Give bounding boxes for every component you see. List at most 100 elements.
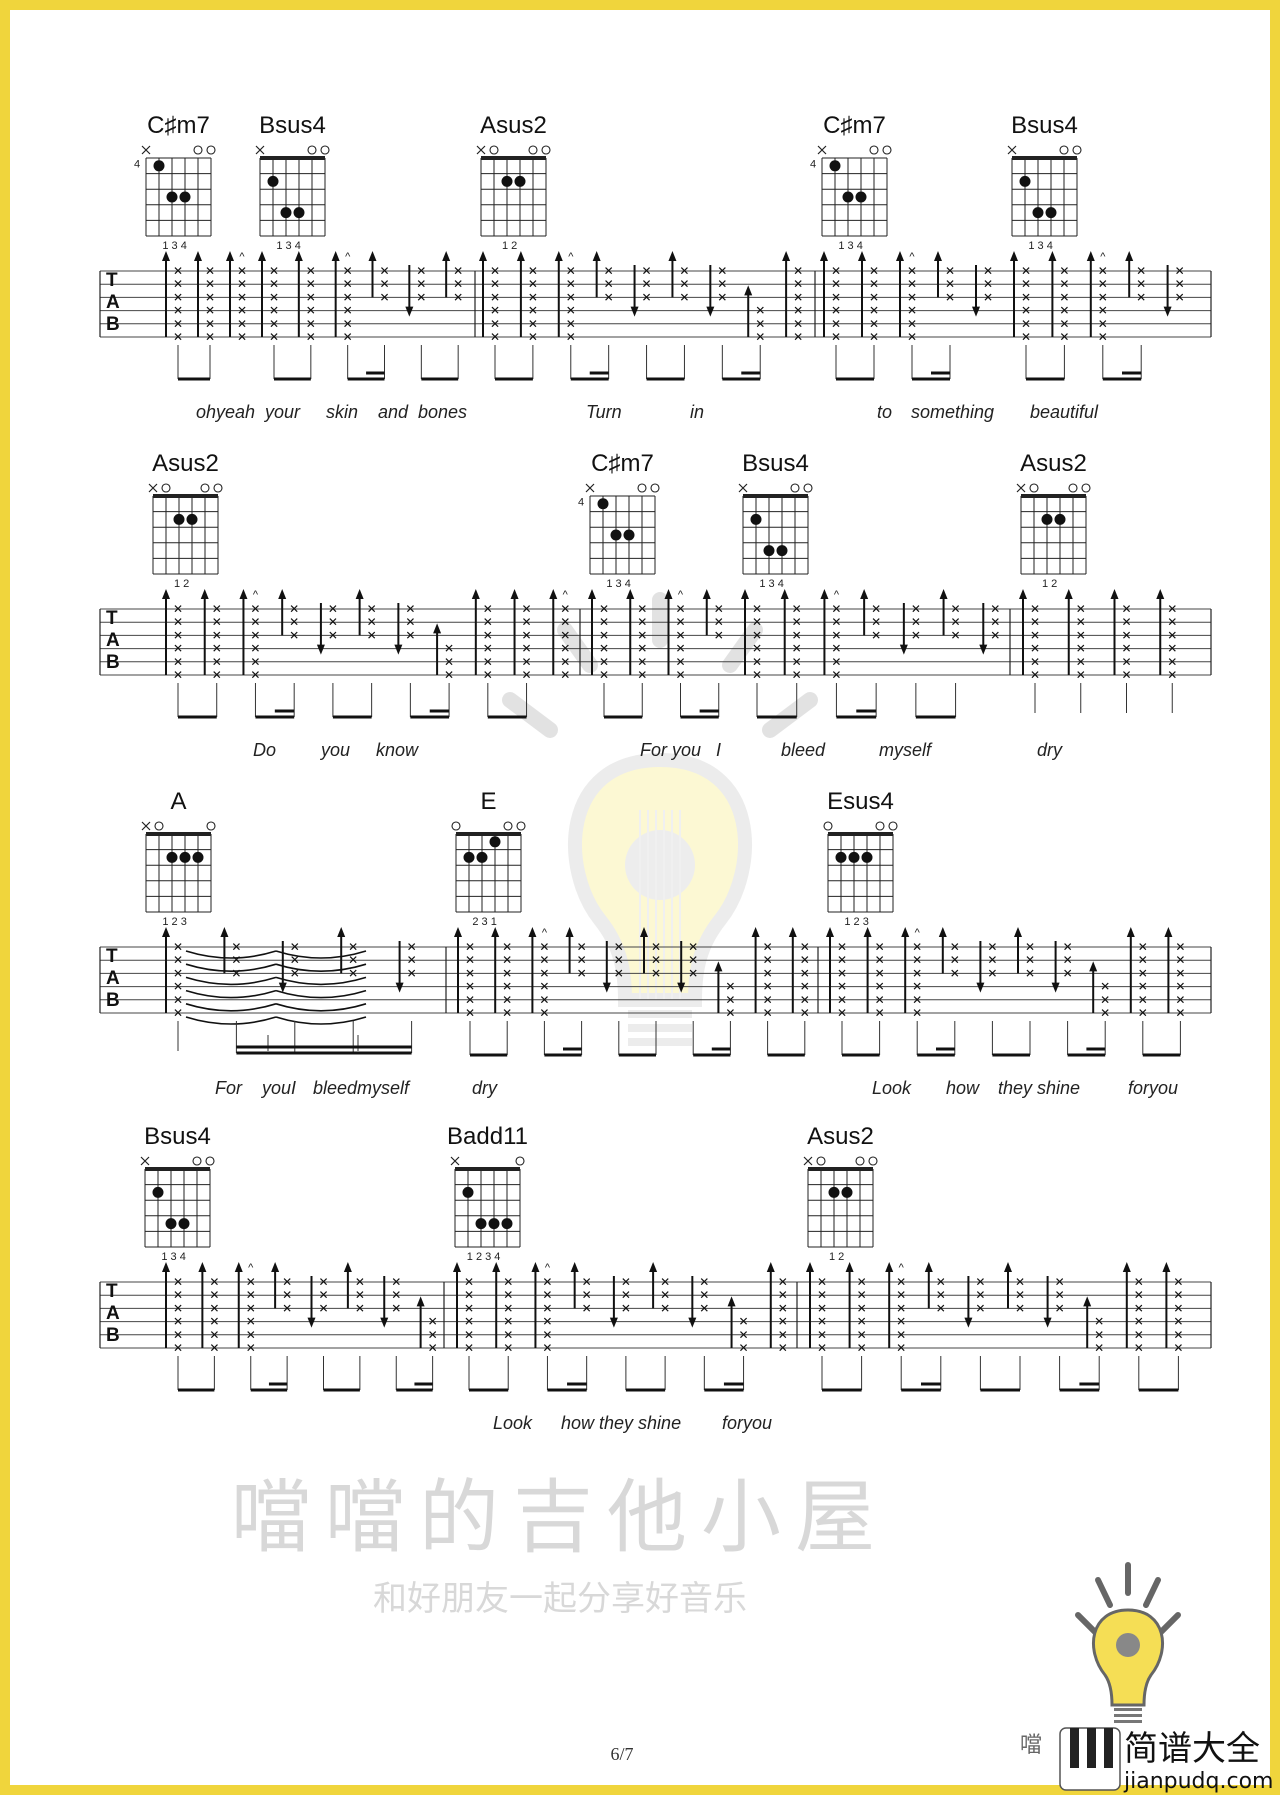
muted-x-note: ✕ xyxy=(792,602,802,616)
muted-x-note: ✕ xyxy=(250,642,260,656)
chord-name: A xyxy=(170,788,186,815)
muted-x-note: ✕ xyxy=(1021,317,1031,331)
muted-x-note: ✕ xyxy=(282,1301,292,1315)
muted-x-note: ✕ xyxy=(875,966,885,980)
arrow-head-icon xyxy=(337,927,346,937)
muted-x-note: ✕ xyxy=(831,317,841,331)
strum-event: ✕✕✕✕✕✕ xyxy=(1064,589,1086,682)
strum-event: ✕✕✕✕✕✕^ xyxy=(226,251,247,344)
muted-x-note: ✕ xyxy=(1059,264,1069,278)
arrow-head-icon xyxy=(1089,961,1098,972)
chord-diagram-esus4: Esus4 1 2 3 xyxy=(823,788,898,928)
lyric-word: foryou xyxy=(1128,1078,1178,1098)
lyric-word: know xyxy=(376,740,419,760)
fret-number: 4 xyxy=(578,496,584,508)
muted-x-note: ✕ xyxy=(778,1341,788,1355)
finger-numbers: 1 2 3 4 xyxy=(467,1251,501,1263)
accent-mark: ^ xyxy=(563,589,569,601)
arrow-head-icon xyxy=(549,589,558,599)
arrow-head-icon xyxy=(570,1262,579,1272)
arrow-head-icon xyxy=(782,251,791,261)
muted-x-note: ✕ xyxy=(502,980,512,994)
muted-x-note: ✕ xyxy=(173,668,183,682)
muted-x-note: ✕ xyxy=(539,980,549,994)
watermark-subtitle: 和好朋友一起分享好音乐 xyxy=(373,1579,747,1619)
arrow-head-icon xyxy=(938,927,947,937)
strum-event: ✕✕✕ xyxy=(442,251,463,304)
muted-x-note: ✕ xyxy=(911,615,921,629)
arrow-head-icon xyxy=(198,1262,207,1272)
arrow-head-icon xyxy=(1126,927,1135,937)
muted-x-note: ✕ xyxy=(528,317,538,331)
muted-x-note: ✕ xyxy=(522,642,532,656)
muted-string-icon xyxy=(817,145,827,155)
muted-x-note: ✕ xyxy=(209,1315,219,1329)
muted-x-note: ✕ xyxy=(763,1006,773,1020)
muted-x-note: ✕ xyxy=(1030,655,1040,669)
lyric-word: I xyxy=(716,740,721,760)
muted-x-note: ✕ xyxy=(950,966,960,980)
muted-x-note: ✕ xyxy=(763,966,773,980)
muted-x-note: ✕ xyxy=(951,602,961,616)
chord-name: Badd11 xyxy=(447,1123,528,1150)
strum-event: ✕✕✕✕✕✕ xyxy=(454,927,475,1020)
muted-x-note: ✕ xyxy=(246,1275,256,1289)
finger-dot xyxy=(623,529,635,541)
muted-x-note: ✕ xyxy=(542,1315,552,1329)
strum-event: ✕✕✕ xyxy=(1125,251,1146,304)
muted-x-note: ✕ xyxy=(857,1328,867,1342)
open-string-icon xyxy=(320,145,330,155)
open-string-icon xyxy=(489,145,499,155)
muted-x-note: ✕ xyxy=(465,1006,475,1020)
muted-x-note: ✕ xyxy=(542,1288,552,1302)
muted-x-note: ✕ xyxy=(951,615,961,629)
muted-x-note: ✕ xyxy=(348,940,358,954)
chord-name: Esus4 xyxy=(827,788,894,815)
strum-event: ✕✕✕✕✕✕ xyxy=(194,251,215,344)
muted-x-note: ✕ xyxy=(205,330,215,344)
muted-x-note: ✕ xyxy=(560,655,570,669)
logo-soundhole xyxy=(1116,1633,1140,1657)
muted-x-note: ✕ xyxy=(490,317,500,331)
arrow-head-icon xyxy=(626,589,635,599)
muted-x-note: ✕ xyxy=(869,290,879,304)
muted-x-note: ✕ xyxy=(209,1341,219,1355)
muted-x-note: ✕ xyxy=(1173,1341,1183,1355)
muted-x-note: ✕ xyxy=(464,1301,474,1315)
arrow-head-icon xyxy=(1043,1317,1052,1328)
arrow-head-icon xyxy=(741,589,749,599)
open-string-icon xyxy=(515,1156,525,1166)
muted-x-note: ✕ xyxy=(688,966,698,980)
lyric-word: bleed xyxy=(781,740,826,760)
open-string-icon xyxy=(1068,483,1078,493)
strum-event: ✕✕✕✕✕✕ xyxy=(516,251,538,344)
arrow-head-icon xyxy=(258,251,266,261)
arrow-head-icon xyxy=(1110,589,1119,599)
muted-x-note: ✕ xyxy=(577,940,587,954)
muted-x-note: ✕ xyxy=(857,1275,867,1289)
muted-x-note: ✕ xyxy=(269,290,279,304)
arrow-head-icon xyxy=(355,589,364,599)
muted-x-note: ✕ xyxy=(1030,602,1040,616)
muted-x-note: ✕ xyxy=(502,1006,512,1020)
muted-x-note: ✕ xyxy=(675,615,685,629)
tab-clef-letter: A xyxy=(106,292,120,313)
arrow-head-icon xyxy=(896,251,904,261)
arrow-head-icon xyxy=(602,982,611,993)
muted-x-note: ✕ xyxy=(950,953,960,967)
muted-x-note: ✕ xyxy=(763,953,773,967)
muted-x-note: ✕ xyxy=(642,277,652,291)
muted-x-note: ✕ xyxy=(246,1341,256,1355)
muted-x-note: ✕ xyxy=(1098,304,1108,318)
finger-dot xyxy=(280,207,292,219)
muted-x-note: ✕ xyxy=(490,277,500,291)
muted-x-note: ✕ xyxy=(1076,602,1086,616)
muted-x-note: ✕ xyxy=(831,602,841,616)
strum-event: ✕✕✕✕✕✕ xyxy=(510,589,532,682)
muted-x-note: ✕ xyxy=(831,264,841,278)
muted-x-note: ✕ xyxy=(1167,642,1177,656)
muted-x-note: ✕ xyxy=(912,966,922,980)
muted-x-note: ✕ xyxy=(528,330,538,344)
